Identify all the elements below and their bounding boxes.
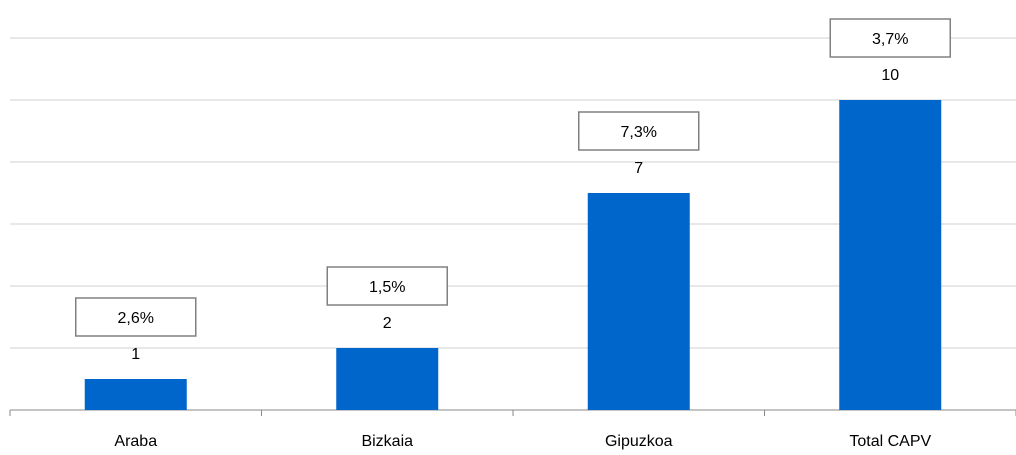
x-tick-label: Araba [114, 433, 157, 450]
x-tick-label: Bizkaia [361, 433, 413, 450]
percent-label: 1,5% [369, 279, 405, 296]
x-tick-label: Total CAPV [849, 433, 931, 450]
percent-box [578, 111, 700, 151]
percent-label: 3,7% [872, 31, 908, 48]
data-label: 1 [131, 346, 140, 363]
percent-label: 7,3% [621, 124, 657, 141]
percent-label: 2,6% [118, 310, 154, 327]
bar [839, 100, 942, 410]
data-label: 7 [634, 160, 643, 177]
bar [84, 379, 187, 410]
data-label: 10 [881, 67, 899, 84]
bar [336, 348, 439, 410]
x-tick-label: Gipuzkoa [605, 433, 673, 450]
percent-box [326, 266, 448, 306]
bar [587, 193, 690, 410]
percent-box [829, 18, 951, 58]
data-label: 2 [383, 315, 392, 332]
percent-box [75, 297, 197, 337]
